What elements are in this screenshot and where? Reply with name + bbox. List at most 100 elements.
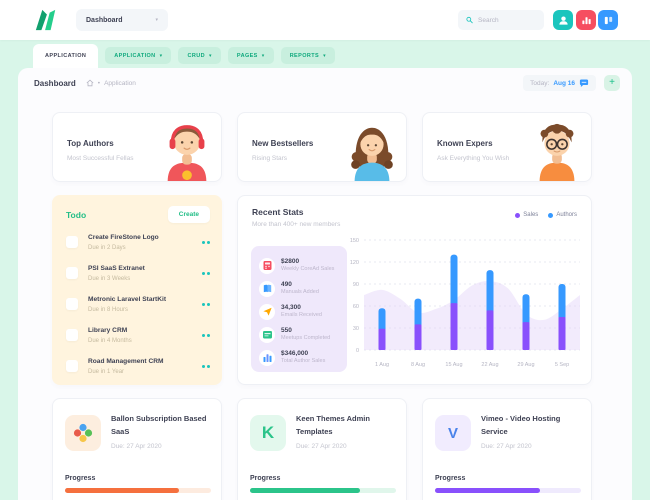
legend-sales[interactable]: Sales <box>515 212 538 218</box>
svg-text:120: 120 <box>350 260 359 266</box>
card-subtitle: Rising Stars <box>252 155 288 162</box>
todo-checkbox[interactable] <box>66 360 78 372</box>
item-menu-dots-icon[interactable] <box>202 272 210 275</box>
todo-title: Todo <box>66 209 87 220</box>
search-icon <box>466 16 473 24</box>
user-icon <box>558 15 568 25</box>
svg-text:0: 0 <box>356 348 359 354</box>
stat-value: $346,000 <box>281 349 309 357</box>
avatar-boy-glasses <box>539 123 575 181</box>
columns-icon <box>604 16 612 24</box>
tab-pages-dropdown[interactable]: PAGES ▾ <box>227 47 274 64</box>
new-bestsellers-card[interactable]: New Bestsellers Rising Stars <box>237 112 407 182</box>
stat-label: Meetups Completed <box>281 335 331 342</box>
progress-bar <box>435 488 581 493</box>
legend-dot-sales <box>515 212 521 218</box>
item-menu-dots-icon[interactable] <box>202 365 210 368</box>
stats-summary-panel: $2800 Weekly CoreAd Sales 490 Manuals Adde… <box>251 246 347 372</box>
project-due: Due: 27 Apr 2020 <box>481 443 532 450</box>
add-button[interactable]: + <box>604 75 620 91</box>
svg-text:29 Aug: 29 Aug <box>517 362 534 368</box>
tab-label: CRUD <box>187 52 205 59</box>
todo-item[interactable]: Library CRM Due in 4 Months <box>66 322 210 353</box>
stat-value: 550 <box>281 326 292 334</box>
recent-stats-card: Recent Stats More than 400+ new members … <box>237 195 592 385</box>
stats-chart-container: 0 30 60 90 120 150 1 Aug 8 Aug 15 Aug 22 Aug 29 Au… <box>340 230 588 380</box>
breadcrumb-separator: • <box>97 79 101 87</box>
project-card-ballon[interactable]: Ballon Subscription Based SaaS Due: 27 A… <box>52 398 222 500</box>
workspace-dropdown-label: Dashboard <box>86 16 123 24</box>
svg-text:60: 60 <box>353 304 359 310</box>
todo-item[interactable]: Road Management CRM Due in 1 Year <box>66 353 210 384</box>
avatar-boy-headphones <box>167 125 207 181</box>
progress-fill <box>250 488 360 493</box>
svg-text:30: 30 <box>353 326 359 332</box>
tab-reports-dropdown[interactable]: REPORTS ▾ <box>280 47 335 64</box>
svg-text:150: 150 <box>350 238 359 244</box>
todo-checkbox[interactable] <box>66 329 78 341</box>
tab-application-dropdown[interactable]: APPLICATION ▾ <box>105 47 172 64</box>
user-button[interactable] <box>553 10 573 30</box>
app-logo-icon <box>35 9 56 31</box>
todo-item-title: Road Management CRM <box>88 358 164 365</box>
search-input[interactable] <box>478 16 536 24</box>
breadcrumb[interactable]: Application <box>104 79 136 87</box>
stats-button[interactable] <box>576 10 596 30</box>
vimeo-logo-icon: V <box>435 415 471 451</box>
svg-text:8 Aug: 8 Aug <box>411 362 425 368</box>
progress-label: Progress <box>435 475 466 482</box>
create-button[interactable]: Create <box>167 206 210 223</box>
chevron-down-icon: ▾ <box>208 52 212 59</box>
card-title: New Bestsellers <box>252 139 314 148</box>
avatar-girl-brown-hair <box>351 127 393 181</box>
stat-row: 490 Manuals Added <box>259 277 347 300</box>
tab-crud-dropdown[interactable]: CRUD ▾ <box>178 47 221 64</box>
workspace-dropdown[interactable]: Dashboard ▾ <box>76 9 168 31</box>
chevron-down-icon: ▾ <box>323 52 326 59</box>
item-menu-dots-icon[interactable] <box>202 241 210 244</box>
item-menu-dots-icon[interactable] <box>202 334 210 337</box>
stat-value: 490 <box>281 280 292 288</box>
layout-button[interactable] <box>598 10 618 30</box>
todo-item[interactable]: Metronic Laravel StartKit Due in 8 Hours <box>66 291 210 322</box>
todo-checkbox[interactable] <box>66 267 78 279</box>
stat-label: Total Author Sales <box>281 358 326 365</box>
todo-checkbox[interactable] <box>66 236 78 248</box>
todo-item-due: Due in 3 Weeks <box>88 276 131 282</box>
today-date-button[interactable]: Today: Aug 16 <box>523 75 596 91</box>
top-authors-card[interactable]: Top Authors Most Successful Fellas <box>52 112 222 182</box>
svg-text:5 Sep: 5 Sep <box>555 362 569 368</box>
legend-dot-authors <box>548 212 554 218</box>
legend-authors[interactable]: Authors <box>548 212 577 218</box>
project-card-keen[interactable]: K Keen Themes Admin Templates Due: 27 Ap… <box>237 398 407 500</box>
todo-item-title: Metronic Laravel StartKit <box>88 296 167 303</box>
todo-item-due: Due in 1 Year <box>88 369 125 375</box>
stat-value: 34,300 <box>281 303 301 311</box>
keen-logo-icon: K <box>250 415 286 451</box>
tab-application-active[interactable]: APPLICATION <box>33 44 99 68</box>
chart-legend: Sales Authors <box>515 212 577 218</box>
todo-item-title: Library CRM <box>88 327 128 334</box>
search-box[interactable] <box>458 10 544 30</box>
item-menu-dots-icon[interactable] <box>202 303 210 306</box>
todo-item-due: Due in 2 Days <box>88 245 126 251</box>
tab-label: APPLICATION <box>114 52 156 59</box>
svg-text:15 Aug: 15 Aug <box>445 362 462 368</box>
todo-checkbox[interactable] <box>66 298 78 310</box>
todo-item[interactable]: Create FireStone Logo Due in 2 Days <box>66 229 210 260</box>
chat-icon <box>579 78 589 87</box>
calendar-icon <box>259 326 275 343</box>
todo-item[interactable]: PSI SaaS Extranet Due in 3 Weeks <box>66 260 210 291</box>
legend-label: Authors <box>556 212 577 218</box>
stat-row: 550 Meetups Completed <box>259 323 347 346</box>
known-expers-card[interactable]: Known Expers Ask Everything You Wish <box>422 112 592 182</box>
stat-row: $346,000 Total Author Sales <box>259 346 347 369</box>
tab-label: PAGES <box>236 52 258 59</box>
progress-label: Progress <box>65 475 96 482</box>
recent-stats-title: Recent Stats <box>252 207 304 217</box>
home-icon[interactable] <box>86 79 94 87</box>
todo-item-title: PSI SaaS Extranet <box>88 265 145 272</box>
project-card-vimeo[interactable]: V Vimeo - Video Hosting Service Due: 27 … <box>422 398 592 500</box>
project-title: Ballon Subscription Based SaaS <box>111 414 207 436</box>
bar-chart-icon <box>581 16 591 24</box>
